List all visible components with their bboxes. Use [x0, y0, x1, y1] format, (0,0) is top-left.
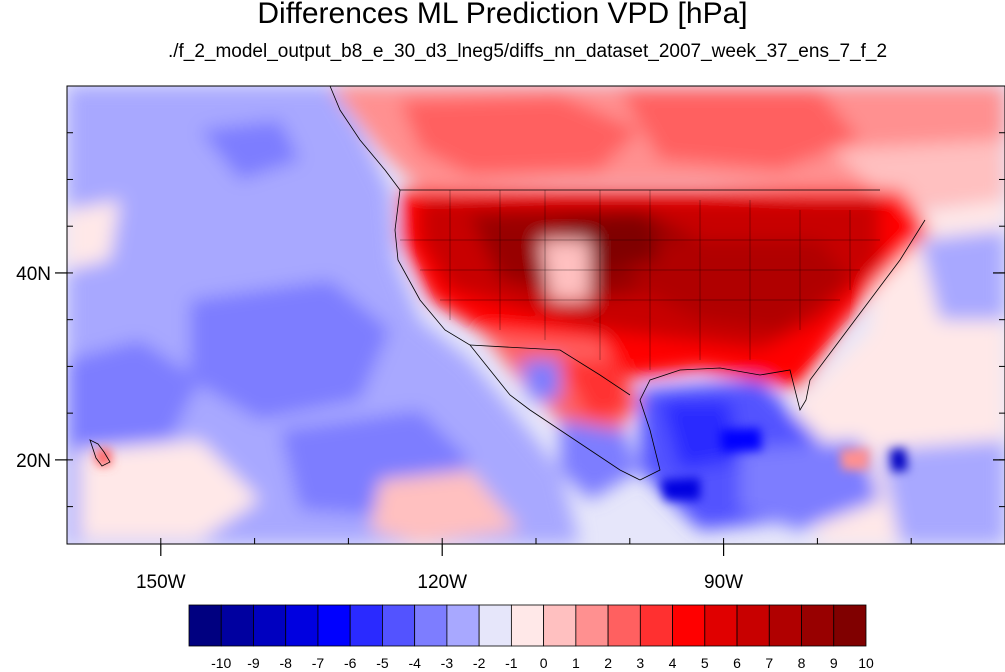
colorbar-swatch [510, 604, 545, 647]
colorbar-label: -6 [344, 655, 357, 671]
colorbar-label: -8 [279, 655, 292, 671]
colorbar-swatch [736, 604, 770, 647]
colorbar-label: 1 [572, 655, 580, 671]
colorbar-label: -5 [376, 655, 389, 671]
colorbar-label: 8 [798, 655, 806, 671]
colorbar-label: -3 [441, 655, 454, 671]
colorbar-label: -2 [473, 655, 486, 671]
colorbar-swatch [768, 604, 802, 647]
colorbar-label: 7 [765, 655, 773, 671]
lat-tick-label: 20N [16, 451, 51, 472]
colorbar-label: -10 [211, 655, 231, 671]
colorbar-label: 5 [701, 655, 709, 671]
colorbar-swatch [446, 604, 480, 647]
colorbar-swatch [382, 604, 416, 647]
colorbar-swatch [833, 604, 867, 647]
colorbar-swatch [478, 604, 512, 647]
colorbar-swatch [220, 604, 254, 647]
lon-tick-label: 150W [136, 572, 186, 593]
lon-tick-label: 90W [704, 572, 743, 593]
colorbar-swatch [543, 604, 577, 647]
lon-tick-label: 120W [417, 572, 467, 593]
chart-title: Differences ML Prediction VPD [hPa] [257, 0, 748, 30]
colorbar-label: 0 [540, 655, 548, 671]
colorbar-swatch [575, 604, 609, 647]
coastlines [89, 86, 926, 481]
vpd-difference-field [67, 86, 1005, 544]
axis-ticks: 150W 120W 90W 40N 20N [16, 85, 1005, 593]
colorbar-swatch [607, 604, 641, 647]
colorbar-swatch [317, 604, 351, 647]
colorbar-label: 4 [669, 655, 677, 671]
colorbar-swatch [349, 604, 383, 647]
colorbar-label: 2 [604, 655, 612, 671]
colorbar-label: 9 [830, 655, 838, 671]
colorbar-label: -7 [312, 655, 325, 671]
colorbar-swatch [801, 604, 835, 647]
lat-tick-label: 40N [16, 264, 51, 285]
colorbar-label: 6 [733, 655, 741, 671]
colorbar-swatch [704, 604, 738, 647]
colorbar-label: -1 [505, 655, 518, 671]
chart-subtitle: ./f_2_model_output_b8_e_30_d3_lneg5/diff… [167, 41, 888, 62]
colorbar-swatch [414, 604, 448, 647]
colorbar-swatch [672, 604, 706, 647]
colorbar-label: 3 [636, 655, 644, 671]
colorbar-swatch [253, 604, 287, 647]
colorbar-label: 10 [858, 655, 874, 671]
colorbar-label: -9 [247, 655, 260, 671]
colorbar-swatch [188, 604, 222, 647]
state-borders [400, 190, 880, 370]
colorbar-swatch [639, 604, 673, 647]
colorbar: -10 -9 -8 -7 -6 -5 -4 -3 -2 -1 0 1 2 3 4 5 6 7 8 9 10 [188, 604, 874, 671]
colorbar-swatch [285, 604, 319, 647]
colorbar-label: -4 [408, 655, 421, 671]
